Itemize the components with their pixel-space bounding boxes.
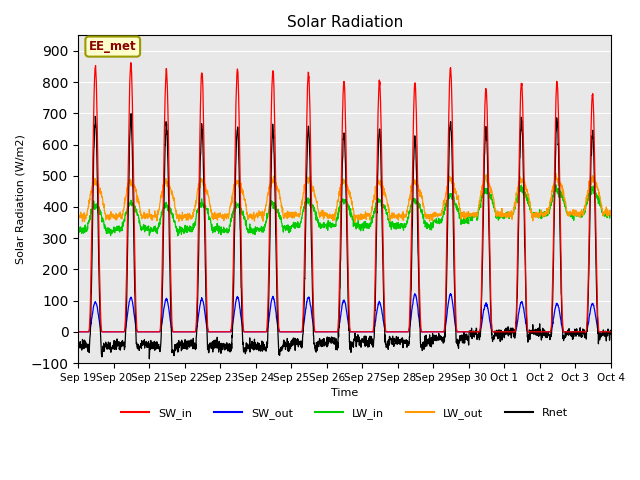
X-axis label: Time: Time <box>331 388 358 398</box>
SW_in <box>360 329 368 335</box>
Line: SW_out: SW_out <box>78 294 611 332</box>
Rnet <box>575 328 583 334</box>
LW_out <box>575 212 583 217</box>
SW_in <box>575 329 583 335</box>
SW_in <box>74 329 82 335</box>
LW_in <box>500 214 508 219</box>
SW_out <box>575 329 583 335</box>
LW_in <box>552 182 560 188</box>
SW_out <box>411 291 419 297</box>
LW_out <box>223 214 230 220</box>
LW_out <box>561 195 568 201</box>
Rnet <box>561 335 568 340</box>
Line: Rnet: Rnet <box>78 114 611 359</box>
Rnet <box>500 331 508 336</box>
Line: SW_in: SW_in <box>78 63 611 332</box>
LW_out <box>360 214 368 219</box>
SW_out <box>223 329 230 335</box>
LW_in <box>372 204 380 210</box>
LW_out <box>372 190 380 196</box>
SW_out <box>360 329 368 335</box>
SW_in <box>500 329 508 335</box>
Rnet <box>127 111 135 117</box>
SW_out <box>607 329 615 335</box>
Title: Solar Radiation: Solar Radiation <box>287 15 403 30</box>
LW_in <box>575 212 583 217</box>
Rnet <box>372 267 380 273</box>
SW_in <box>560 329 568 335</box>
SW_in <box>607 329 615 335</box>
SW_in <box>372 250 380 256</box>
LW_in <box>561 201 568 206</box>
Text: EE_met: EE_met <box>89 40 136 53</box>
LW_out <box>607 212 615 218</box>
Line: LW_out: LW_out <box>78 173 611 222</box>
LW_in <box>223 230 231 236</box>
Rnet <box>145 356 153 362</box>
SW_in <box>223 329 231 335</box>
Line: LW_in: LW_in <box>78 185 611 236</box>
SW_out <box>372 318 380 324</box>
Rnet <box>223 345 231 350</box>
LW_in <box>74 230 82 236</box>
LW_in <box>607 210 615 216</box>
Legend: SW_in, SW_out, LW_in, LW_out, Rnet: SW_in, SW_out, LW_in, LW_out, Rnet <box>117 403 572 423</box>
SW_out <box>74 329 82 335</box>
LW_in <box>174 233 182 239</box>
Rnet <box>607 327 615 333</box>
LW_in <box>360 220 368 226</box>
LW_out <box>552 170 559 176</box>
SW_out <box>500 329 508 335</box>
LW_out <box>500 213 508 219</box>
Rnet <box>360 334 368 339</box>
SW_out <box>561 329 568 335</box>
Rnet <box>74 346 82 351</box>
Y-axis label: Solar Radiation (W/m2): Solar Radiation (W/m2) <box>15 134 25 264</box>
SW_out <box>346 329 354 335</box>
LW_out <box>351 219 359 225</box>
LW_out <box>74 214 82 219</box>
SW_in <box>127 60 134 66</box>
